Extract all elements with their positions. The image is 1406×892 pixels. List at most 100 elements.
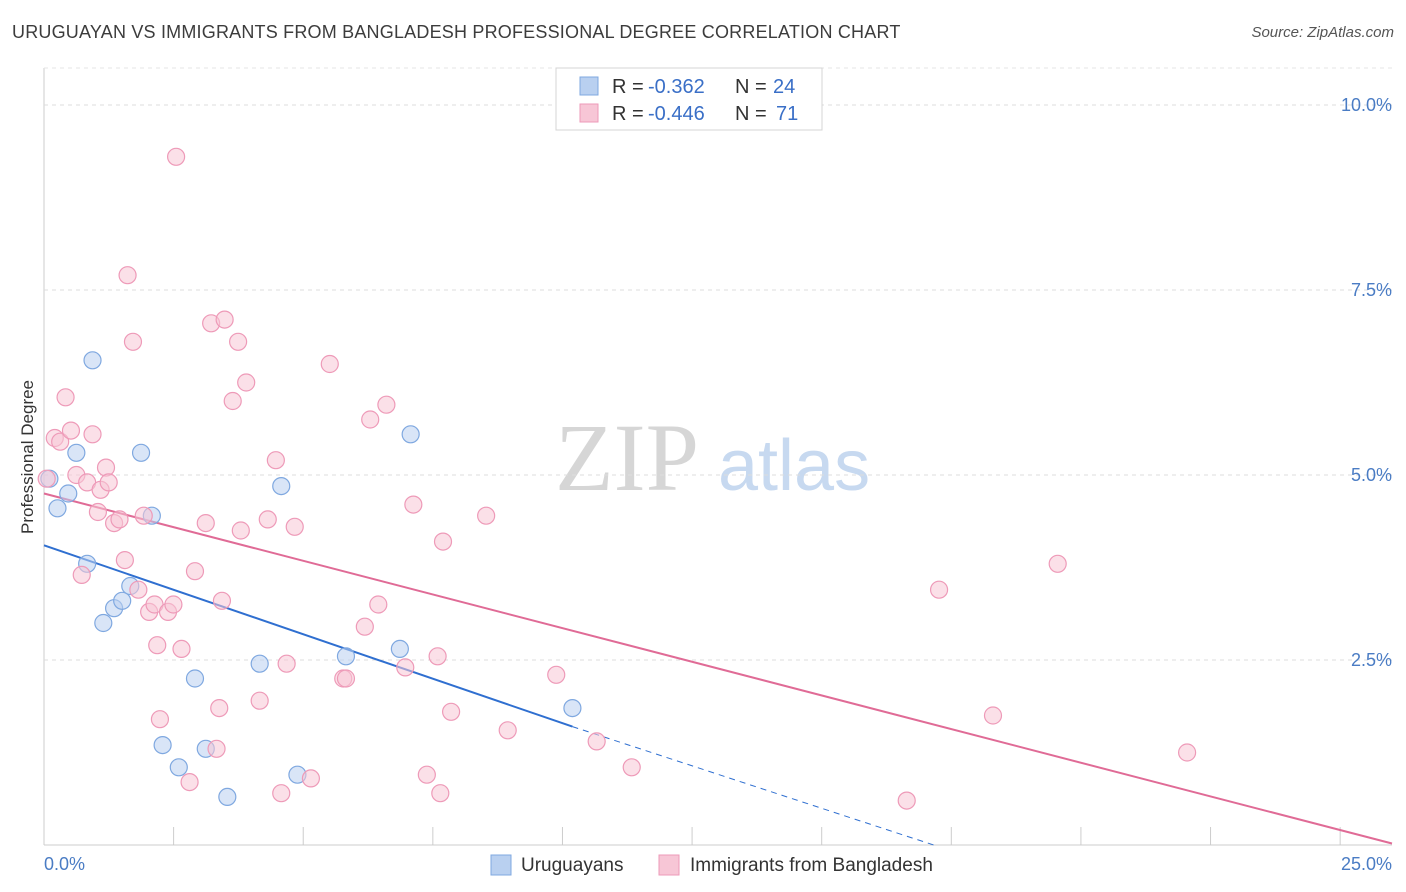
point-1-50 [355, 617, 374, 636]
point-1-53 [377, 395, 396, 414]
y-axis-label: Professional Degree [18, 380, 37, 534]
point-1-63 [547, 665, 566, 684]
point-0-2 [59, 484, 78, 503]
point-1-38 [231, 521, 250, 540]
point-1-61 [477, 506, 496, 525]
point-1-52 [369, 595, 388, 614]
point-1-62 [498, 721, 517, 740]
point-1-43 [272, 784, 291, 803]
legend-n-label-2: N = [735, 103, 767, 125]
point-0-8 [113, 591, 132, 610]
point-0-1 [48, 499, 67, 518]
trend-line-extension-0 [572, 726, 934, 846]
legend-swatch-bangladesh [579, 103, 599, 123]
x-ticks [43, 827, 1341, 845]
point-1-49 [336, 669, 356, 688]
point-1-9 [88, 502, 108, 522]
point-0-20 [336, 647, 356, 666]
legend-r-value-2: -0.446 [648, 103, 705, 125]
point-1-60 [441, 702, 461, 721]
trend-lines [43, 492, 1393, 846]
legend-r-label-2: R = [612, 103, 644, 125]
point-1-68 [983, 706, 1003, 725]
point-1-64 [587, 732, 606, 751]
point-1-54 [396, 658, 415, 677]
y-tick-label-1: 5.0% [1351, 465, 1392, 485]
point-1-37 [229, 332, 248, 351]
point-1-16 [118, 266, 137, 285]
stats-legend-box [555, 67, 823, 131]
legend-swatch-uruguayans [579, 76, 599, 96]
point-1-14 [110, 510, 129, 529]
point-0-4 [83, 351, 102, 370]
point-0-12 [153, 735, 172, 755]
point-1-18 [129, 580, 148, 599]
point-1-12 [99, 473, 118, 492]
point-1-22 [148, 636, 167, 655]
point-1-19 [134, 506, 153, 525]
point-0-22 [401, 425, 420, 444]
trend-line-1 [43, 492, 1393, 845]
point-1-46 [301, 769, 321, 788]
source-label: Source: ZipAtlas.com [1251, 24, 1394, 41]
point-1-59 [433, 532, 453, 551]
point-0-3 [67, 443, 86, 462]
y-tick-labels: 2.5% 5.0% 7.5% 10.0% [1341, 95, 1392, 670]
point-1-15 [115, 550, 134, 570]
point-1-70 [1178, 743, 1197, 762]
point-0-21 [390, 639, 409, 659]
legend-r-label-1: R = [612, 76, 644, 98]
point-1-45 [285, 517, 304, 536]
point-1-40 [250, 691, 269, 710]
point-0-17 [250, 654, 269, 673]
x-tick-label-max: 25.0% [1341, 854, 1392, 874]
legend-r-value-1: -0.362 [648, 76, 705, 98]
point-0-16 [218, 787, 237, 807]
point-1-51 [361, 410, 380, 429]
point-1-11 [96, 458, 116, 477]
point-1-67 [929, 580, 949, 599]
point-1-65 [622, 758, 641, 777]
point-1-17 [123, 332, 143, 351]
y-tick-label-0: 2.5% [1351, 650, 1392, 670]
y-tick-label-2: 7.5% [1351, 280, 1392, 300]
point-1-23 [150, 710, 170, 729]
point-1-69 [1048, 554, 1067, 573]
watermark-zip: ZIP [555, 404, 699, 511]
point-0-18 [272, 477, 291, 496]
point-1-26 [167, 147, 186, 166]
point-1-29 [185, 562, 205, 581]
point-1-25 [164, 595, 183, 614]
point-1-57 [428, 647, 447, 666]
series-legend: Uruguayans Immigrants from Bangladesh [490, 854, 933, 876]
stats-legend: R = -0.362 N = 24 R = -0.446 N = 71 [555, 67, 823, 131]
bottom-legend-label-uruguayans: Uruguayans [521, 855, 623, 876]
point-1-28 [180, 772, 199, 792]
point-1-35 [215, 310, 234, 329]
point-1-47 [320, 354, 339, 374]
point-1-32 [207, 739, 226, 758]
point-1-4 [61, 421, 81, 440]
point-1-44 [277, 654, 296, 673]
point-1-2 [51, 432, 70, 451]
point-1-66 [897, 791, 916, 810]
point-1-6 [72, 565, 91, 585]
point-0-6 [94, 613, 113, 633]
point-0-13 [169, 758, 188, 777]
watermark-atlas: atlas [718, 426, 870, 506]
point-1-56 [417, 765, 436, 784]
trend-line-0 [43, 544, 573, 728]
point-1-55 [404, 495, 423, 514]
chart-title: URUGUAYAN VS IMMIGRANTS FROM BANGLADESH … [12, 22, 901, 42]
point-1-30 [196, 513, 215, 533]
legend-n-label-1: N = [735, 76, 767, 98]
point-1-36 [223, 391, 242, 411]
point-1-34 [212, 591, 232, 610]
y-tick-label-3: 10.0% [1341, 95, 1392, 115]
point-1-39 [237, 373, 256, 392]
point-1-3 [56, 388, 75, 407]
point-0-10 [131, 443, 151, 462]
bottom-legend-label-bangladesh: Immigrants from Bangladesh [690, 855, 933, 876]
point-1-8 [83, 425, 102, 444]
